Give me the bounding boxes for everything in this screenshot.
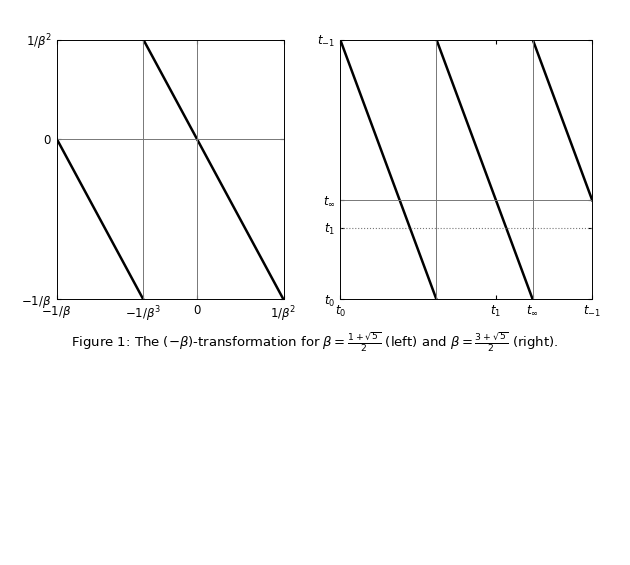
- Text: Figure 1: The $(-\beta)$-transformation for $\beta = \frac{1+\sqrt{5}}{2}$ (left: Figure 1: The $(-\beta)$-transformation …: [71, 331, 559, 354]
